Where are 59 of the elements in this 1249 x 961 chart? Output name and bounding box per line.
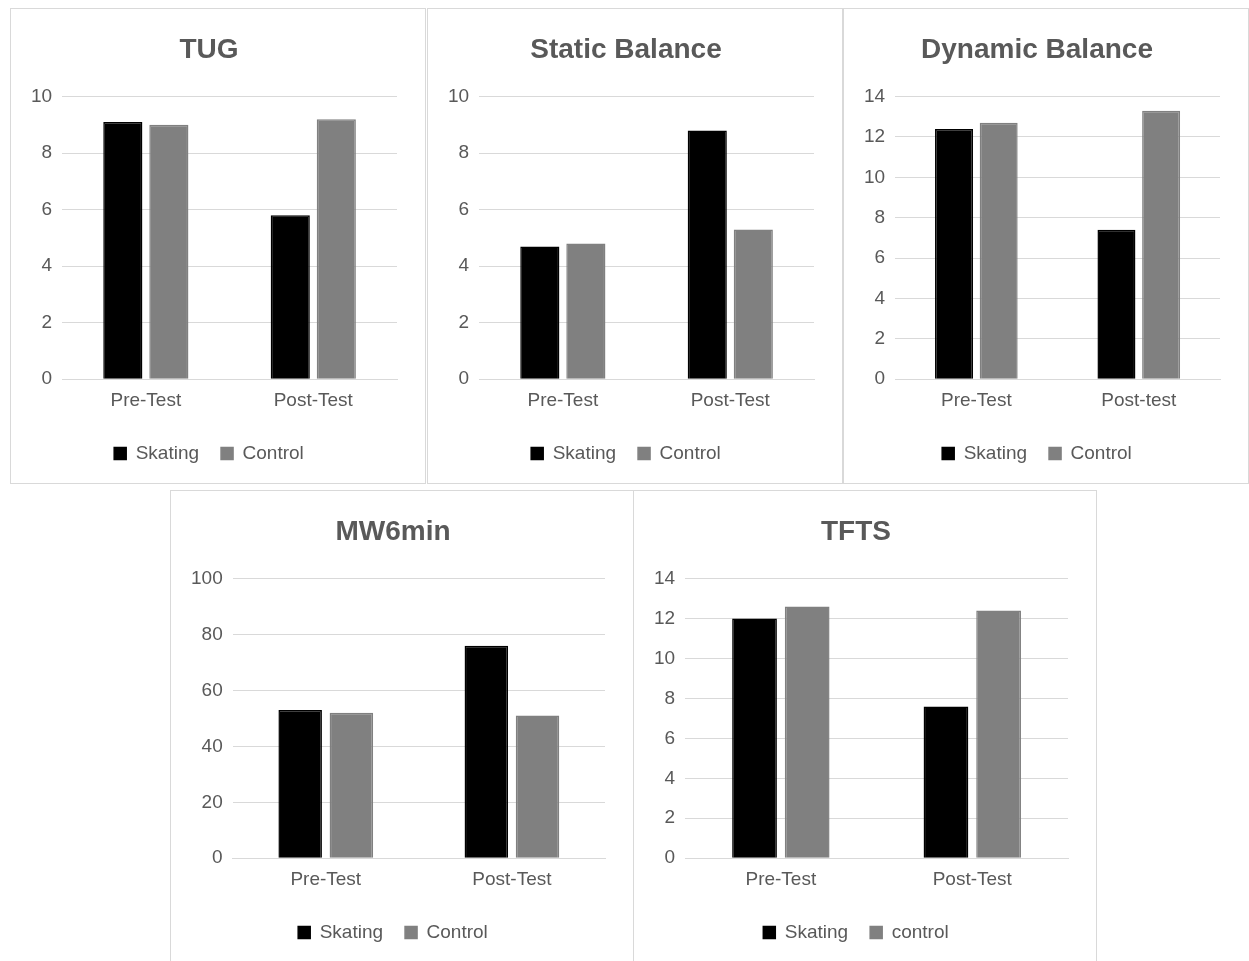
y-tick-label: 10 (30, 84, 53, 106)
y-tick-label: 6 (41, 197, 53, 219)
chart-title: Static Balance (530, 32, 722, 64)
legend-label: Control (426, 920, 488, 942)
x-tick-label: Pre-Test (110, 388, 182, 410)
y-tick-label: 40 (201, 734, 223, 756)
x-tick-label: Post-Test (273, 388, 354, 410)
y-tick-label: 8 (664, 686, 676, 708)
legend-label: Control (659, 441, 721, 463)
x-tick-label: Pre-Test (527, 388, 599, 410)
x-tick-label: Pre-Test (290, 867, 362, 889)
y-tick-label: 6 (874, 246, 886, 268)
y-tick-label: 6 (664, 726, 676, 748)
y-tick-label: 0 (874, 367, 886, 389)
x-tick-label: Pre-Test (745, 867, 817, 889)
y-tick-label: 0 (458, 367, 470, 389)
y-tick-label: 14 (863, 84, 886, 106)
y-tick-label: 2 (458, 310, 470, 332)
legend-label: Skating (552, 441, 617, 463)
y-tick-label: 2 (664, 806, 676, 828)
y-tick-label: 8 (874, 205, 886, 227)
legend-label: Skating (784, 920, 849, 942)
y-tick-label: 80 (201, 622, 223, 644)
legend-label: Skating (135, 441, 200, 463)
x-tick-label: Post-Test (932, 867, 1013, 889)
chart-title: TUG (179, 32, 239, 64)
x-tick-label: Post-test (1101, 388, 1177, 410)
y-tick-label: 12 (653, 606, 676, 628)
y-tick-label: 10 (863, 165, 886, 187)
y-tick-label: 10 (653, 646, 676, 668)
chart-title: MW6min (335, 514, 451, 546)
y-tick-label: 4 (664, 766, 676, 788)
chart-title: TFTS (821, 514, 891, 546)
legend-label: Control (1070, 441, 1132, 463)
y-tick-label: 0 (212, 846, 223, 868)
y-tick-label: 6 (458, 197, 470, 219)
y-tick-label: 8 (41, 141, 53, 163)
y-tick-label: 8 (458, 141, 470, 163)
x-tick-label: Pre-Test (940, 388, 1013, 410)
y-tick-label: 20 (201, 790, 223, 812)
y-tick-label: 4 (458, 254, 470, 276)
y-tick-label: 60 (201, 678, 223, 700)
legend-label: Control (242, 441, 304, 463)
y-tick-label: 12 (863, 125, 886, 147)
x-tick-label: Post-Test (690, 388, 771, 410)
y-tick-label: 100 (191, 566, 223, 588)
y-tick-label: 10 (447, 84, 470, 106)
chart-title: Dynamic Balance (921, 32, 1153, 64)
y-tick-label: 2 (874, 327, 886, 349)
y-tick-label: 14 (653, 566, 676, 588)
legend-label: control (891, 920, 949, 942)
y-tick-label: 0 (664, 846, 676, 868)
y-tick-label: 4 (41, 254, 53, 276)
y-tick-label: 2 (41, 310, 53, 332)
legend-label: Skating (963, 441, 1028, 463)
y-tick-label: 0 (41, 367, 53, 389)
y-tick-label: 4 (874, 286, 886, 308)
x-tick-label: Post-Test (472, 867, 553, 889)
legend-label: Skating (319, 920, 384, 942)
